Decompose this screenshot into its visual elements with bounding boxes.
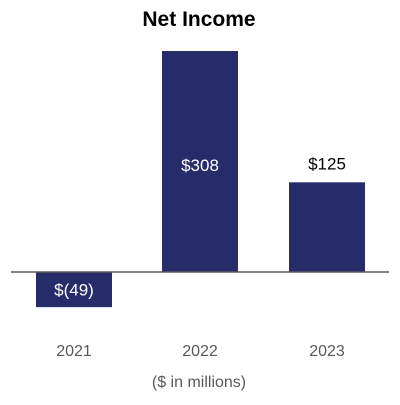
- data-label-2023: $125: [308, 154, 346, 173]
- bar-2022: [162, 51, 238, 272]
- bars-group: $(49) $308 $125: [36, 51, 365, 308]
- x-tick-2021: 2021: [56, 343, 92, 360]
- data-label-2022: $308: [181, 156, 219, 175]
- unit-note: ($ in millions): [152, 374, 246, 391]
- x-tick-labels: 2021 2022 2023: [56, 343, 345, 360]
- data-label-2021: $(49): [54, 281, 94, 300]
- bar-2021: [36, 272, 112, 308]
- x-tick-2022: 2022: [182, 343, 218, 360]
- bar-2023: [289, 182, 365, 272]
- chart-title: Net Income: [142, 8, 255, 31]
- x-tick-2023: 2023: [309, 343, 345, 360]
